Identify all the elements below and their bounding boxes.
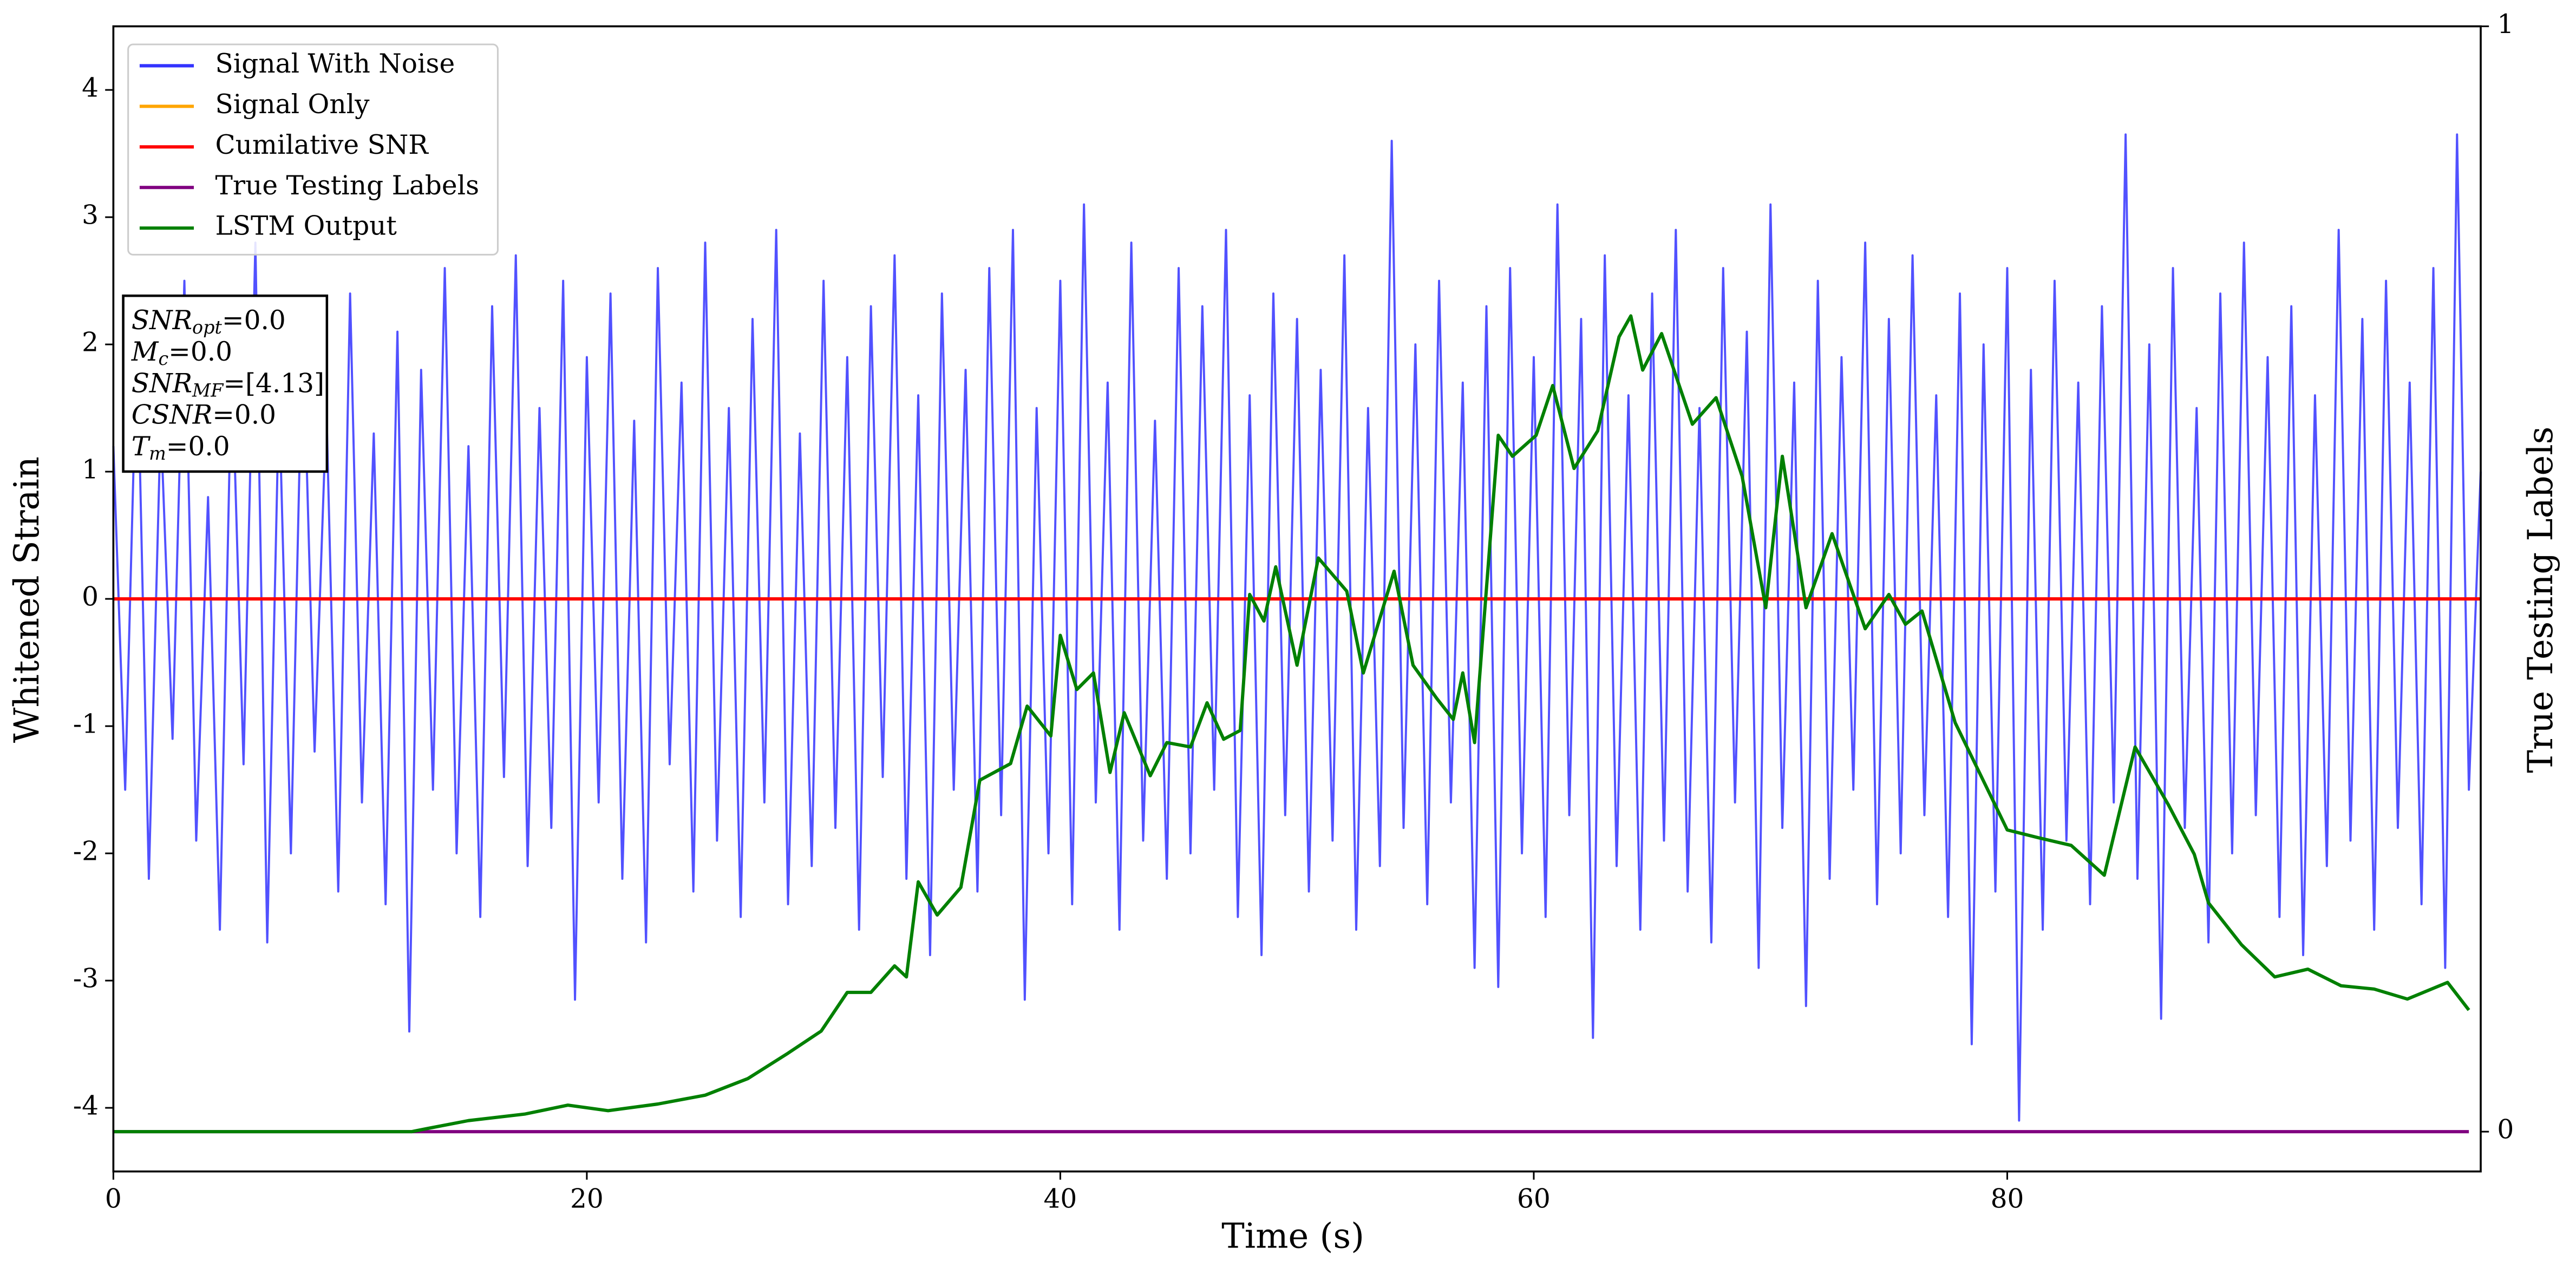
annotation-subscript: m bbox=[149, 443, 166, 464]
legend-label: LSTM Output bbox=[215, 211, 397, 241]
annotation-value: =[4.13] bbox=[223, 368, 324, 398]
x-tick-label: 40 bbox=[1044, 1184, 1077, 1214]
annotation-subscript: MF bbox=[192, 380, 224, 401]
x-tick-label: 0 bbox=[105, 1184, 122, 1214]
annotation-subscript: opt bbox=[192, 317, 222, 338]
y-tick-label: 3 bbox=[82, 200, 99, 231]
y-tick-label: -3 bbox=[73, 964, 99, 994]
y2-tick-label: 0 bbox=[2497, 1115, 2514, 1145]
legend-box bbox=[127, 43, 499, 256]
y-tick-label: -2 bbox=[73, 837, 99, 867]
annotation-value: =0.0 bbox=[168, 337, 232, 367]
annotation-symbol: SNR bbox=[132, 368, 192, 398]
series-line bbox=[113, 314, 2470, 1134]
y-axis-label: Whitened Strain bbox=[7, 456, 47, 743]
legend-label: Signal Only bbox=[215, 89, 370, 120]
annotation-box bbox=[122, 294, 329, 473]
annotation-line: CSNR=0.0 bbox=[132, 400, 276, 430]
annotation-value: =0.0 bbox=[212, 400, 276, 430]
annotation-symbol: CSNR bbox=[132, 400, 212, 430]
annotation-symbol: T bbox=[132, 431, 151, 461]
y-tick-label: 1 bbox=[82, 455, 99, 485]
legend-label: Signal With Noise bbox=[215, 49, 455, 79]
series-line bbox=[112, 133, 2482, 1122]
y-tick-label: -4 bbox=[73, 1091, 99, 1121]
x-tick-label: 80 bbox=[1991, 1184, 2024, 1214]
annotation-symbol: SNR bbox=[132, 305, 192, 335]
annotation-symbol: M bbox=[131, 337, 159, 367]
legend-label: Cumilative SNR bbox=[215, 130, 429, 160]
annotation-line: Mc=0.0 bbox=[131, 337, 232, 370]
y-tick-label: 4 bbox=[82, 73, 99, 103]
x-axis-label: Time (s) bbox=[1221, 1217, 1364, 1257]
annotation-value: =0.0 bbox=[222, 305, 286, 335]
y-tick-label: 2 bbox=[82, 328, 99, 358]
annotation-subscript: c bbox=[158, 348, 168, 369]
legend-label: True Testing Labels bbox=[215, 171, 480, 201]
y-tick-label: -1 bbox=[73, 709, 99, 740]
y-tick-label: 0 bbox=[82, 582, 99, 612]
x-tick-label: 20 bbox=[570, 1184, 604, 1214]
plot-frame bbox=[112, 25, 2482, 1173]
x-tick-label: 60 bbox=[1517, 1184, 1551, 1214]
y2-tick-label: 1 bbox=[2497, 9, 2514, 40]
annotation-line: SNRMF=[4.13] bbox=[132, 368, 324, 401]
annotation-line: Tm=0.0 bbox=[132, 431, 230, 464]
annotation-line: SNRopt=0.0 bbox=[132, 305, 286, 338]
y2-axis-label: True Testing Labels bbox=[2521, 427, 2561, 773]
annotation-value: =0.0 bbox=[166, 431, 230, 461]
